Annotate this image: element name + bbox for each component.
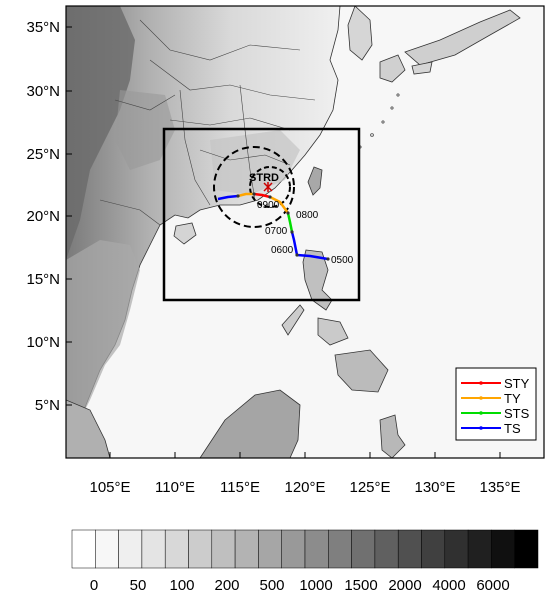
colorbar-label: 4000 (432, 577, 465, 594)
colorbar-cell (71, 529, 96, 569)
colorbar-cell (141, 529, 166, 569)
colorbar-cell (188, 529, 213, 569)
colorbar-cell (95, 529, 119, 569)
colorbar-labels: 0 50 100 200 500 1000 1500 2000 4000 600… (90, 577, 510, 594)
province-borders (99, 19, 316, 226)
colorbar-cell (467, 529, 492, 569)
legend-label: STS (504, 406, 530, 421)
lat-label: 10°N (26, 334, 60, 351)
track-legend: STY TY STS TS (455, 367, 537, 441)
visayas (317, 317, 349, 346)
outer-range-ring (213, 146, 295, 228)
lat-label: 5°N (35, 397, 60, 414)
lat-ticks (66, 26, 72, 406)
track-ts-west (217, 194, 239, 201)
sichuan-mountains (115, 90, 175, 170)
lat-label: 15°N (26, 271, 60, 288)
track-sty (253, 192, 271, 199)
station-marker-icon (263, 182, 273, 192)
lon-label: 125°E (349, 479, 390, 496)
map-panel (66, 6, 544, 458)
borneo (199, 389, 301, 458)
indochina (66, 240, 140, 440)
lon-ticks (109, 452, 501, 458)
colorbar-cell (351, 529, 376, 569)
colorbar-cell (281, 529, 306, 569)
legend-marker-sty (479, 381, 483, 385)
palawan (281, 304, 305, 336)
colorbar-label: 6000 (476, 577, 509, 594)
lon-label: 110°E (155, 479, 195, 496)
western-highlands (66, 6, 135, 260)
track-ty-west (237, 192, 254, 198)
hainan (173, 222, 197, 245)
japan-shikoku (411, 61, 433, 75)
colorbar-cell (118, 529, 143, 569)
legend-label: TY (504, 391, 521, 406)
colorbar-label: 0 (90, 577, 98, 594)
time-label: 0800 (296, 210, 319, 221)
colorbar-label: 2000 (388, 577, 421, 594)
track-ty-east (269, 195, 290, 214)
southeast-hills (210, 130, 300, 195)
colorbar-cell (421, 529, 446, 569)
mindanao (334, 349, 389, 393)
lat-label: 20°N (26, 208, 60, 225)
colorbar-cell (258, 529, 282, 569)
colorbar-cell (304, 529, 329, 569)
lat-labels: 35°N 30°N 25°N 20°N 15°N 10°N 5°N (26, 19, 60, 414)
colorbar-cell (234, 529, 259, 569)
lon-label: 135°E (479, 479, 520, 496)
lat-label: 25°N (26, 146, 60, 163)
lon-label: 115°E (220, 479, 260, 496)
japan-kyushu (379, 54, 406, 83)
colorbar-label: 1000 (299, 577, 332, 594)
lon-label: 130°E (414, 479, 455, 496)
legend-marker-sts (479, 411, 483, 415)
sulawesi (379, 414, 406, 458)
malay-peninsula (66, 399, 111, 458)
colorbar-cell (328, 529, 352, 569)
colorbar-cell (374, 529, 399, 569)
time-label: 0600 (271, 245, 294, 256)
luzon (302, 249, 333, 311)
inner-range-ring (249, 166, 291, 208)
elevation-colorbar (71, 529, 539, 569)
colorbar-cell (164, 529, 189, 569)
lon-label: 120°E (284, 479, 325, 496)
taiwan (307, 166, 323, 196)
colorbar-cell (211, 529, 236, 569)
korea (347, 6, 373, 61)
colorbar-label: 100 (169, 577, 194, 594)
legend-marker-ts (479, 426, 483, 430)
time-label: 0500 (331, 255, 354, 266)
colorbar-label: 1500 (344, 577, 377, 594)
colorbar-label: 50 (130, 577, 147, 594)
time-label: 0900 (257, 200, 280, 211)
colorbar-cell (491, 529, 515, 569)
lon-labels: 105°E 110°E 115°E 120°E 125°E 130°E 135°… (89, 479, 520, 496)
colorbar-label: 500 (259, 577, 284, 594)
colorbar-label: 200 (214, 577, 239, 594)
lat-label: 35°N (26, 19, 60, 36)
lon-label: 105°E (89, 479, 130, 496)
station-label: STRD (249, 172, 279, 184)
lat-label: 30°N (26, 83, 60, 100)
track-points (236, 192, 330, 261)
time-label: 0700 (265, 226, 288, 237)
colorbar-cell (444, 529, 469, 569)
colorbar-cell (397, 529, 422, 569)
legend-label: TS (504, 421, 521, 436)
colorbar-cell (514, 529, 539, 569)
legend-label: STY (504, 376, 530, 391)
study-domain-box (162, 127, 361, 302)
legend-marker-ty (479, 396, 483, 400)
track-sts (286, 212, 294, 233)
